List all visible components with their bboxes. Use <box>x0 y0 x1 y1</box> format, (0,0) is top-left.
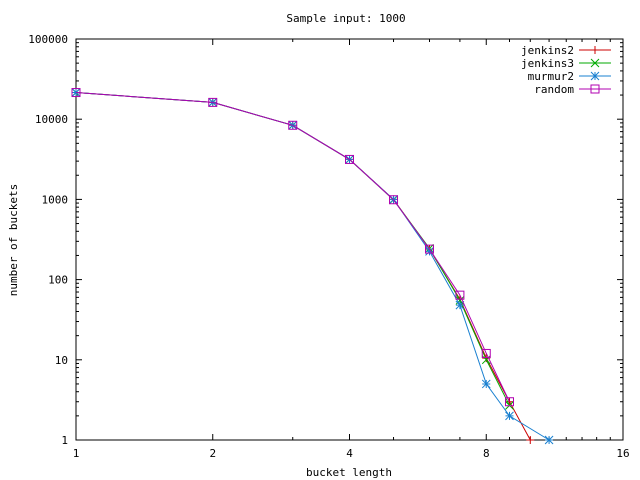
legend-marker-jenkins3 <box>590 58 600 68</box>
data-point-random <box>424 244 434 254</box>
data-point-random <box>208 97 218 107</box>
data-point-murmur2 <box>455 300 465 310</box>
data-point-random <box>389 195 399 205</box>
y-tick-label: 10 <box>55 354 68 367</box>
data-point-random <box>504 397 514 407</box>
y-tick-label: 100000 <box>28 33 68 46</box>
chart-title: Sample input: 1000 <box>286 12 405 25</box>
series-random <box>71 88 514 407</box>
y-tick-label: 10000 <box>35 113 68 126</box>
data-point-murmur2 <box>505 411 514 421</box>
data-point-jenkins2 <box>526 436 535 444</box>
data-point-random <box>455 290 465 300</box>
legend-label: jenkins2 <box>521 44 574 57</box>
x-tick-label: 2 <box>209 447 216 460</box>
x-tick-label: 4 <box>346 447 353 460</box>
data-point-random <box>345 154 354 164</box>
y-tick-label: 100 <box>48 274 68 287</box>
y-axis: 1 10 100 1000 10000 100000 <box>28 33 623 447</box>
x-tick-label: 16 <box>616 447 629 460</box>
legend-label: murmur2 <box>528 70 574 83</box>
legend-label: random <box>534 83 574 96</box>
y-tick-label: 1 <box>61 434 68 447</box>
x-axis-label: bucket length <box>306 466 392 479</box>
x-tick-label: 1 <box>73 447 80 460</box>
series-line-random <box>75 92 510 402</box>
data-point-murmur2 <box>425 247 434 256</box>
data-point-random <box>481 348 491 358</box>
y-tick-label: 1000 <box>42 193 69 206</box>
legend-marker-jenkins2 <box>591 46 599 54</box>
legend-label: jenkins3 <box>521 57 574 70</box>
data-point-murmur2 <box>481 379 491 389</box>
y-axis-label: number of buckets <box>7 184 20 297</box>
legend-marker-murmur2 <box>590 71 600 81</box>
x-axis: 1 2 4 8 16 <box>73 39 630 460</box>
x-tick-label: 8 <box>483 447 490 460</box>
data-point-murmur2 <box>544 435 554 445</box>
data-point-random <box>288 120 298 130</box>
legend-marker-random <box>590 84 600 94</box>
data-point-random <box>71 88 81 98</box>
series-layer <box>71 88 554 445</box>
